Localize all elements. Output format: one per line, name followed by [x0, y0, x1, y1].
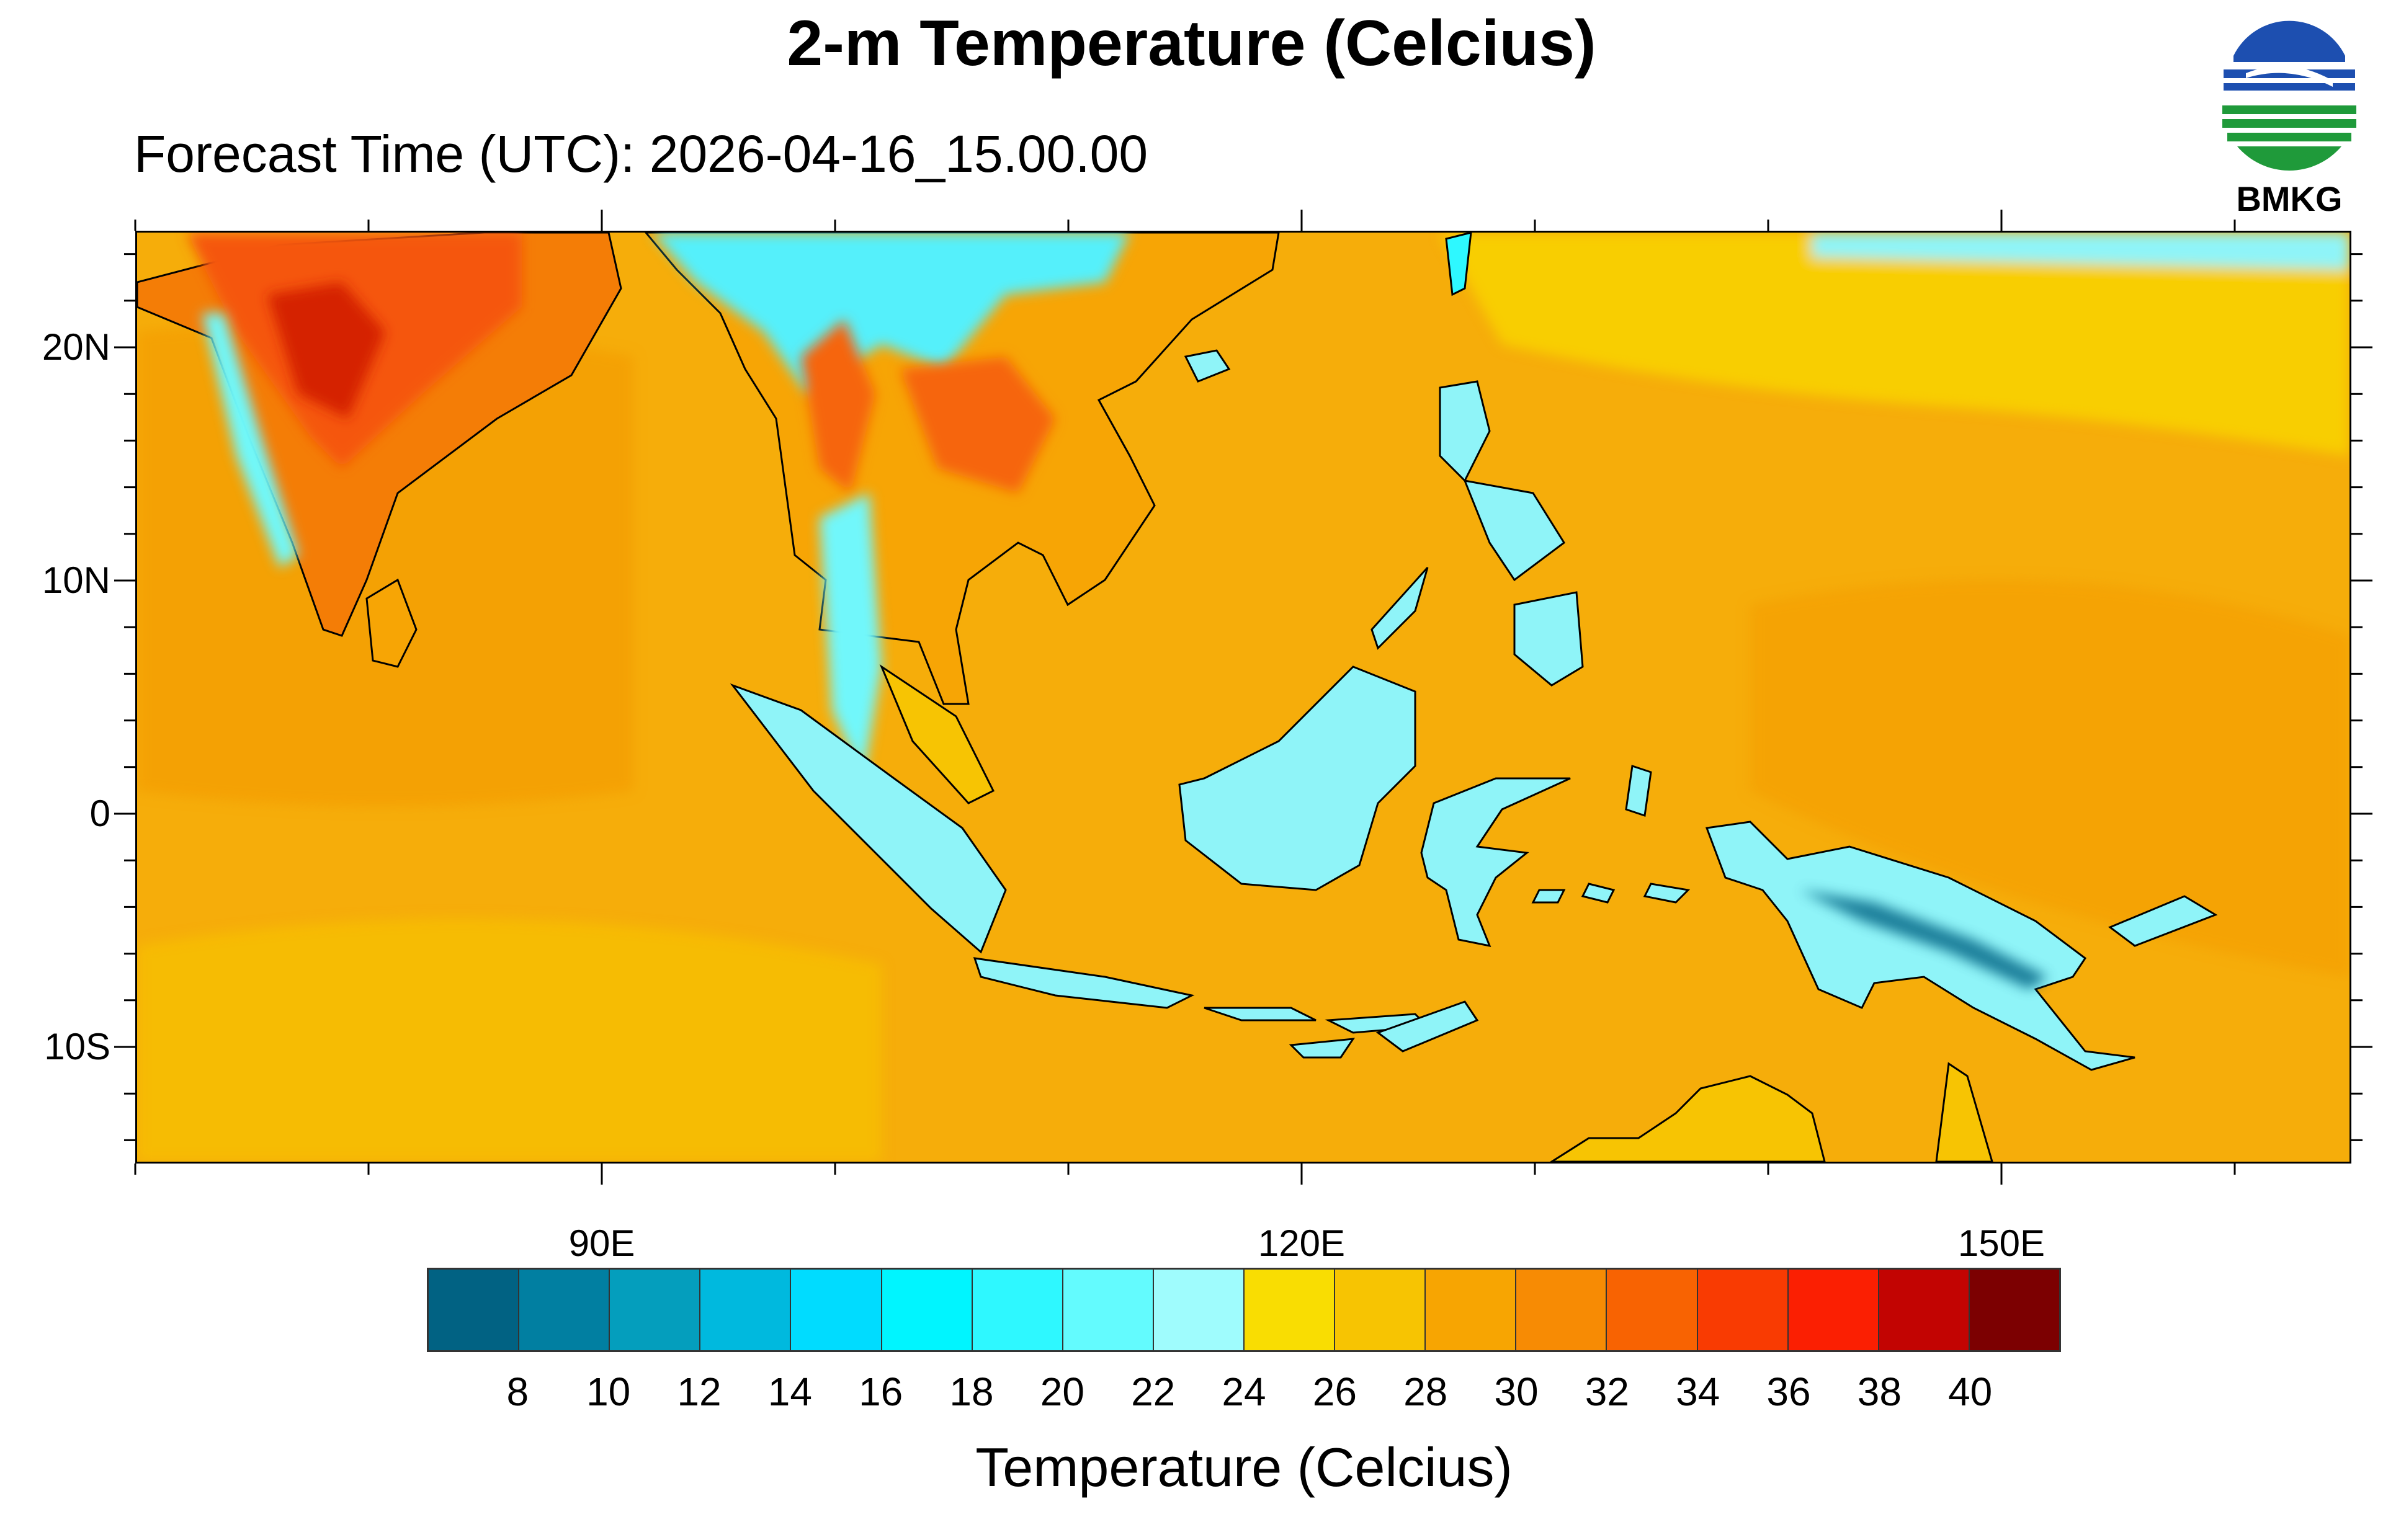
land-borneo [1178, 665, 1416, 891]
logo-text: BMKG [2236, 179, 2342, 217]
colorbar-tick: 16 [859, 1369, 903, 1414]
colorbar-tick: 24 [1222, 1369, 1266, 1414]
latitude-label: 0 [89, 793, 110, 834]
land-malay-peninsula [879, 664, 995, 804]
land-new-guinea [1705, 821, 2218, 1071]
colorbar-tick: 32 [1585, 1369, 1629, 1414]
temperature-map [137, 233, 2349, 1162]
colorbar-swatch [1607, 1270, 1698, 1350]
colorbar-swatch [1697, 1270, 1789, 1350]
colorbar-tick: 18 [949, 1369, 994, 1414]
land-java-nusa-tenggara [973, 957, 1479, 1059]
colorbar-tick: 20 [1040, 1369, 1084, 1414]
logo-blue-arcs [2224, 20, 2355, 91]
colorbar-tick: 10 [586, 1369, 631, 1414]
colorbar-swatch [610, 1270, 701, 1350]
colorbar-tick: 36 [1766, 1369, 1811, 1414]
colorbar [427, 1268, 2061, 1352]
land-northern-australia [1550, 1062, 1993, 1162]
latitude-label: 10N [42, 559, 110, 601]
colorbar-tick: 26 [1312, 1369, 1357, 1414]
colorbar-swatch [1516, 1270, 1607, 1350]
land-hainan [1184, 349, 1231, 383]
colorbar-swatch [1153, 1270, 1245, 1350]
colorbar-tick: 12 [677, 1369, 722, 1414]
bmkg-logo: BMKG [2209, 12, 2370, 218]
land-sulawesi [1420, 777, 1571, 948]
colorbar-tick: 30 [1494, 1369, 1539, 1414]
logo-green-bands [2222, 105, 2356, 171]
chart-title: 2-m Temperature (Celcius) [787, 7, 1596, 79]
forecast-time-label: Forecast Time (UTC): 2026-04-16_15.00.00 [134, 125, 1148, 183]
land-taiwan [1445, 233, 1472, 296]
colorbar-tick: 8 [506, 1369, 529, 1414]
land-small-islands [1531, 765, 1691, 904]
colorbar-swatch [519, 1270, 610, 1350]
ocean-variations [137, 233, 2349, 1162]
colorbar-swatch [1788, 1270, 1879, 1350]
bmkg-logo-graphic: BMKG [2222, 20, 2356, 218]
colorbar-swatch [791, 1270, 882, 1350]
colorbar-swatch [1244, 1270, 1336, 1350]
colorbar-swatch [1879, 1270, 1970, 1350]
colorbar-swatch [972, 1270, 1063, 1350]
latitude-label: 20N [42, 326, 110, 368]
colorbar-swatch [1335, 1270, 1426, 1350]
land-mainland-southeast-asia [645, 233, 1280, 804]
colorbar-tick: 40 [1948, 1369, 1993, 1414]
colorbar-swatch [1063, 1270, 1154, 1350]
map-panel [135, 231, 2351, 1164]
colorbar-tick: 28 [1403, 1369, 1448, 1414]
colorbar-label: Temperature (Celcius) [975, 1436, 1513, 1498]
land-sri-lanka [365, 578, 418, 668]
longitude-label: 150E [1957, 1222, 2045, 1264]
colorbar-tick: 34 [1676, 1369, 1720, 1414]
colorbar-tick: 38 [1857, 1369, 1902, 1414]
colorbar-tick: 14 [767, 1369, 812, 1414]
colorbar-swatch [882, 1270, 973, 1350]
land-philippines [1370, 380, 1584, 687]
colorbar-swatch [429, 1270, 520, 1350]
colorbar-swatch [700, 1270, 792, 1350]
land-india [137, 233, 622, 668]
latitude-label: 10S [44, 1026, 110, 1067]
colorbar-swatch [1426, 1270, 1517, 1350]
longitude-label: 120E [1258, 1222, 1346, 1264]
colorbar-swatch [1969, 1270, 2059, 1350]
land-sumatra [730, 683, 1007, 954]
longitude-label: 90E [568, 1222, 635, 1264]
colorbar-tick: 22 [1131, 1369, 1176, 1414]
